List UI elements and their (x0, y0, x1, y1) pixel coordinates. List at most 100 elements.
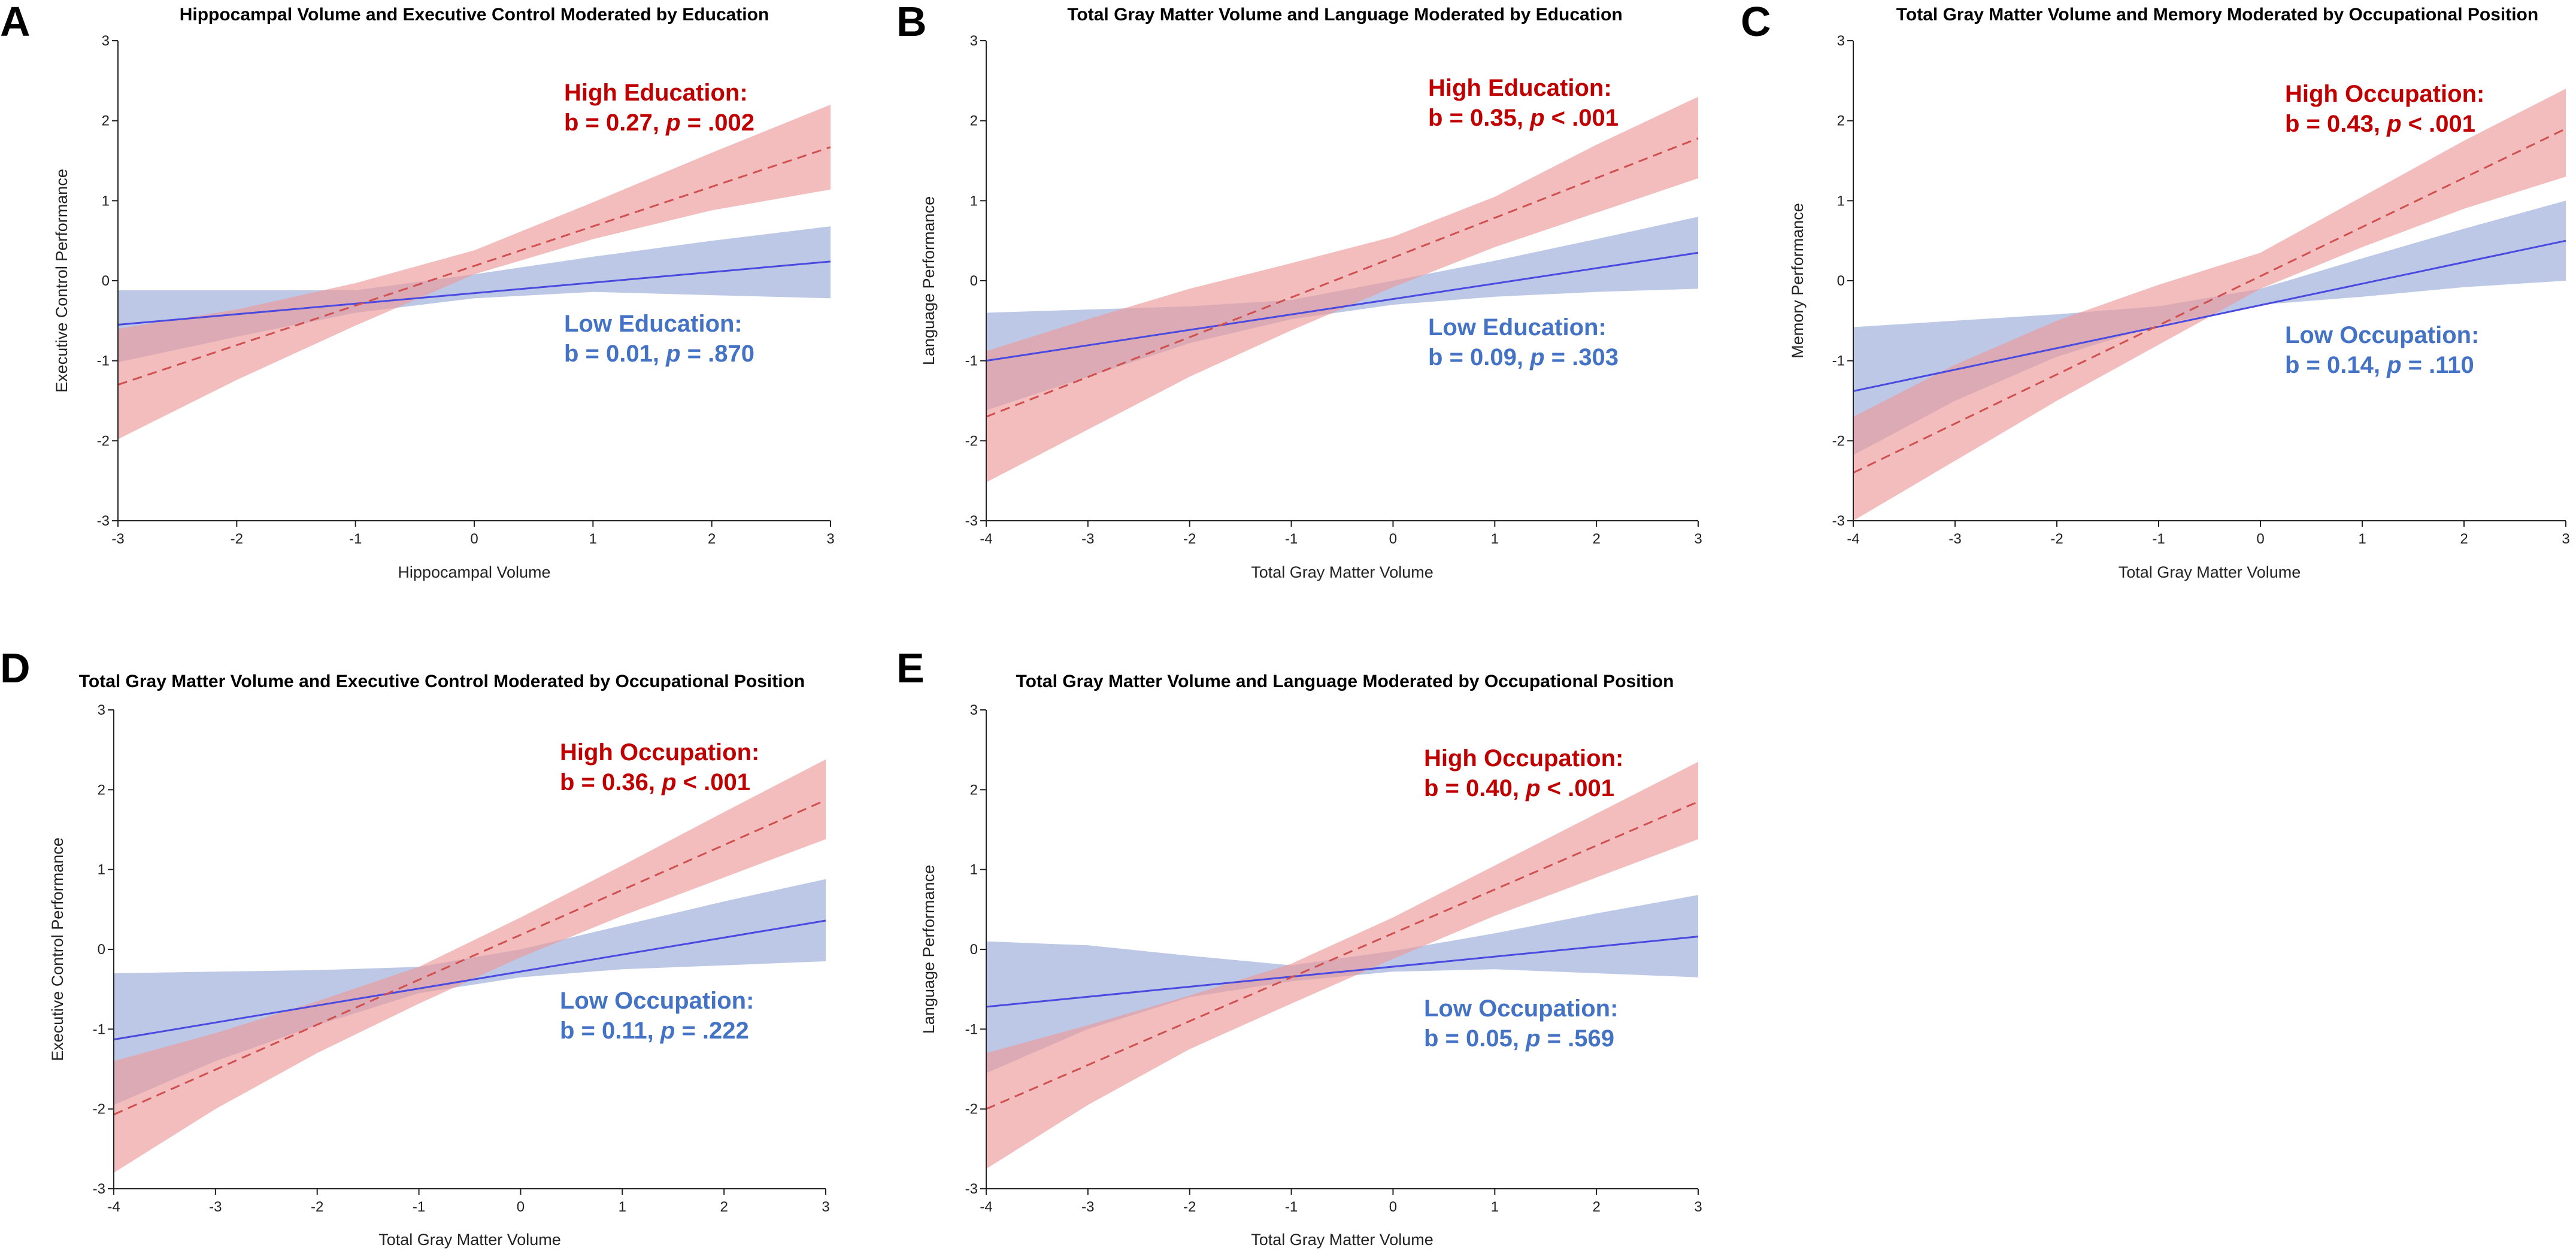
x-tick-label: 2 (2460, 531, 2468, 547)
high-stat-label: b = 0.43, p < .001 (2285, 111, 2475, 137)
stat-p-letter: p (665, 341, 680, 367)
panel-d: D Total Gray Matter Volume and Executive … (0, 645, 830, 1249)
x-tick-label: 2 (1592, 1199, 1600, 1215)
low-stat-label: b = 0.09, p = .303 (1428, 344, 1619, 371)
y-tick-label: 1 (970, 193, 978, 209)
y-axis-title: Executive Control Performance (49, 837, 66, 1061)
y-tick-label: -1 (965, 1021, 978, 1037)
stat-p-value: = .870 (681, 341, 754, 367)
x-tick-label: -2 (231, 531, 243, 547)
high-stat-label: b = 0.40, p < .001 (1424, 775, 1614, 801)
low-ci-band (986, 217, 1698, 411)
high-group-label: High Occupation: (2285, 81, 2484, 107)
stat-b: b = 0.14, (2285, 352, 2387, 378)
high-regression-line (113, 799, 826, 1116)
high-ci-band (118, 104, 831, 439)
y-tick-label: 1 (1837, 193, 1845, 209)
x-tick-label: -3 (1081, 1199, 1094, 1215)
y-tick-label: 3 (98, 702, 105, 718)
stat-b: b = 0.36, (560, 769, 662, 795)
x-tick-label: -1 (2152, 531, 2165, 547)
high-group-label: High Education: (564, 80, 748, 106)
y-tick-label: 2 (102, 113, 110, 129)
high-ci-band (986, 96, 1698, 482)
low-group-label: Low Occupation: (2285, 322, 2479, 348)
low-group-label: Low Education: (564, 311, 743, 337)
stat-b: b = 0.43, (2285, 111, 2387, 137)
y-tick-label: 2 (970, 113, 978, 129)
stat-p-letter: p (661, 769, 676, 795)
x-tick-label: 3 (826, 531, 834, 547)
low-group-label: Low Occupation: (560, 988, 754, 1014)
panel-letter: C (1741, 0, 1771, 45)
y-tick-label: -2 (965, 433, 978, 449)
x-tick-label: 2 (708, 531, 716, 547)
panel-letter: B (896, 0, 927, 45)
y-tick-label: -2 (965, 1101, 978, 1118)
stat-b: b = 0.35, (1428, 105, 1530, 131)
x-tick-label: 3 (1694, 531, 1702, 547)
low-ci-band (118, 226, 831, 363)
low-group-label: Low Education: (1428, 314, 1607, 341)
y-tick-label: -1 (1832, 353, 1845, 369)
x-tick-label: -4 (1847, 531, 1859, 547)
y-tick-label: 0 (970, 273, 978, 289)
x-tick-label: 1 (1491, 1199, 1499, 1215)
low-group-label: Low Occupation: (1424, 995, 1618, 1022)
y-tick-label: -2 (93, 1101, 105, 1118)
y-tick-label: 2 (1837, 113, 1845, 129)
stat-p-letter: p (2386, 111, 2401, 137)
x-tick-label: 2 (720, 1199, 728, 1215)
stat-b: b = 0.27, (564, 110, 666, 136)
low-regression-line (113, 919, 826, 1041)
x-tick-label: -2 (1183, 531, 1196, 547)
x-tick-label: -4 (980, 1199, 992, 1215)
panel-c: C Total Gray Matter Volume and Memory Mod… (1741, 0, 2570, 581)
stat-p-value: < .001 (677, 769, 750, 795)
panel-title: Total Gray Matter Volume and Memory Mode… (1896, 5, 2538, 25)
low-stat-label: b = 0.01, p = .870 (564, 341, 754, 367)
x-axis-title: Total Gray Matter Volume (1251, 1231, 1434, 1249)
y-tick-label: -3 (965, 513, 978, 529)
panel-title: Hippocampal Volume and Executive Control… (180, 5, 769, 25)
stat-b: b = 0.01, (564, 341, 666, 367)
x-tick-label: -1 (1285, 1199, 1298, 1215)
high-group-label: High Occupation: (560, 739, 759, 766)
panel-b: B Total Gray Matter Volume and Language M… (896, 0, 1702, 581)
panel-letter: D (0, 645, 31, 691)
panel-title: Total Gray Matter Volume and Executive C… (79, 672, 805, 691)
high-regression-line (986, 137, 1699, 418)
x-tick-label: 2 (1592, 531, 1600, 547)
y-tick-label: 1 (102, 193, 110, 209)
high-stat-label: b = 0.35, p < .001 (1428, 105, 1619, 131)
y-tick-label: -2 (97, 433, 110, 449)
x-tick-label: 1 (619, 1199, 626, 1215)
stat-b: b = 0.05, (1424, 1025, 1526, 1052)
stat-p-value: = .222 (675, 1018, 748, 1044)
low-stat-label: b = 0.14, p = .110 (2285, 352, 2474, 378)
x-tick-label: 1 (2358, 531, 2366, 547)
high-group-label: High Education: (1428, 75, 1612, 101)
stat-b: b = 0.40, (1424, 775, 1526, 801)
low-regression-line (1853, 239, 2566, 392)
y-tick-label: 0 (102, 273, 110, 289)
stat-p-letter: p (665, 110, 680, 136)
y-tick-label: -1 (965, 353, 978, 369)
x-axis-title: Total Gray Matter Volume (1251, 563, 1434, 581)
y-tick-label: 3 (102, 33, 110, 49)
x-tick-label: -3 (111, 531, 124, 547)
y-tick-label: -3 (97, 513, 110, 529)
panel-title: Total Gray Matter Volume and Language Mo… (1016, 672, 1674, 691)
high-regression-line (117, 146, 831, 386)
high-regression-line (1853, 127, 2566, 474)
y-tick-label: -2 (1832, 433, 1845, 449)
stat-p-value: = .569 (1541, 1025, 1614, 1052)
x-tick-label: -1 (413, 1199, 425, 1215)
y-tick-label: 0 (98, 942, 105, 958)
high-ci-band (1853, 89, 2566, 521)
y-tick-label: -3 (965, 1181, 978, 1197)
x-tick-label: 3 (1694, 1199, 1702, 1215)
stat-p-letter: p (1529, 344, 1544, 371)
stat-p-value: = .110 (2402, 352, 2474, 378)
